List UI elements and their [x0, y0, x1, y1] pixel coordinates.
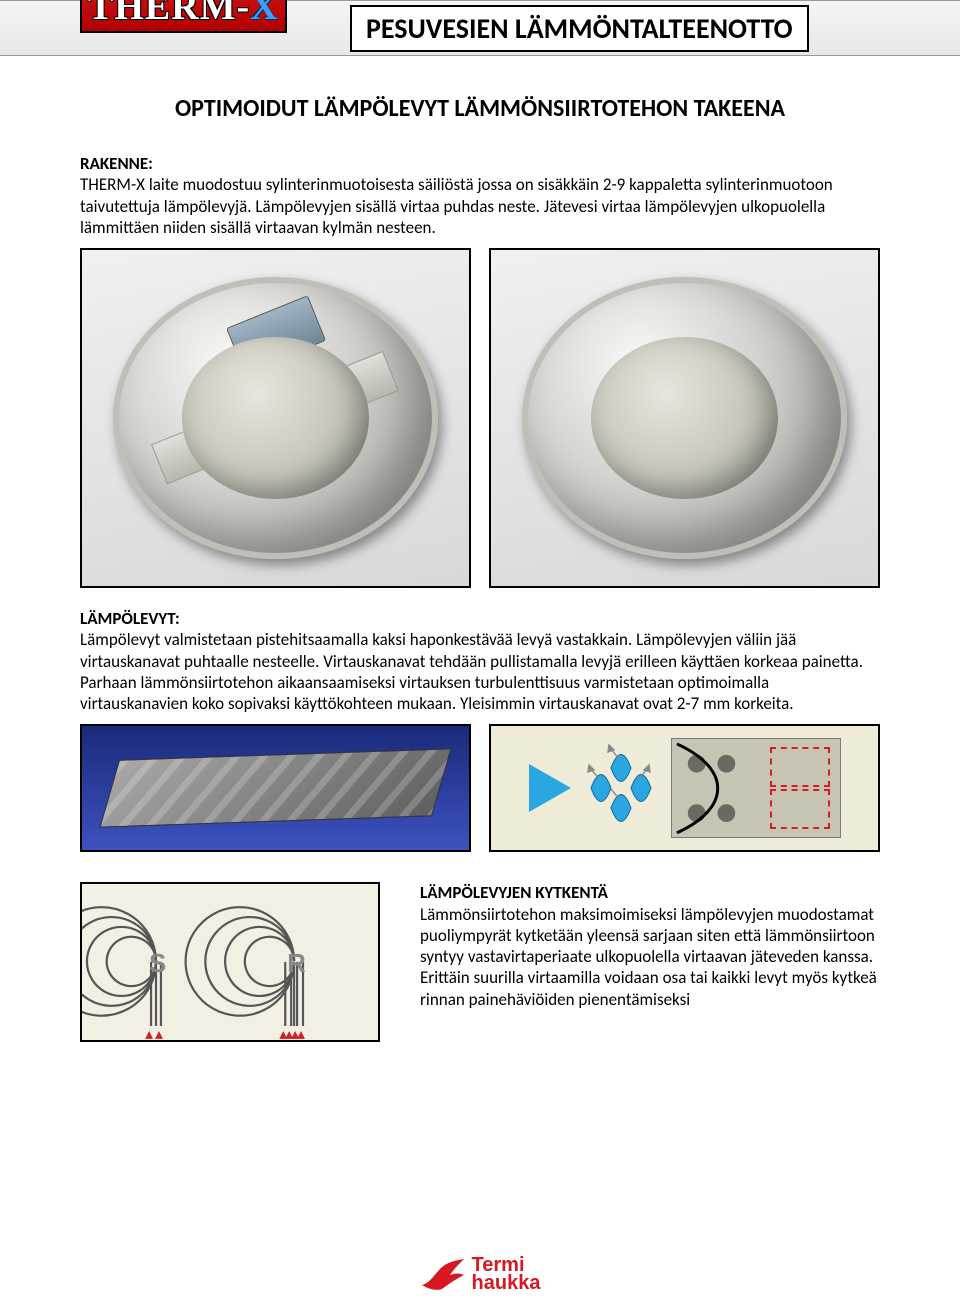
footer-brand-line2: haukka: [472, 1274, 541, 1292]
channel-crosssection: [581, 741, 661, 836]
section-rakenne: RAKENNE: THERM-X laite muodostuu sylinte…: [80, 153, 880, 238]
flow-channel-image: [489, 724, 880, 852]
plate-sheet-illustration: [99, 748, 451, 828]
section2-body: Lämpölevyt valmistetaan pistehitsaamalla…: [80, 629, 863, 714]
drum-illustration-2: [522, 277, 847, 559]
termihaukka-logo: Termi haukka: [420, 1255, 541, 1293]
footer-logo: Termi haukka: [0, 1255, 960, 1293]
section3-body: Lämmönsiirtotehon maksimoimiseksi lämpöl…: [420, 904, 877, 1010]
drum-photo-left: [80, 248, 471, 588]
content-area: OPTIMOIDUT LÄMPÖLEVYT LÄMMÖNSIIRTOTEHON …: [0, 56, 960, 1042]
drum-illustration-1: [113, 277, 438, 559]
flow-arrow-icon: [529, 764, 571, 812]
plate-diagram-row: [80, 724, 880, 852]
plate-sheet-image: [80, 724, 471, 852]
flow-diagram: [491, 726, 878, 850]
logo-text-x: X: [250, 0, 278, 28]
section3-heading: LÄMPÖLEVYJEN KYTKENTÄ: [420, 882, 608, 903]
plate-surface-detail: [671, 738, 841, 838]
subtitle: OPTIMOIDUT LÄMPÖLEVYT LÄMMÖNSIIRTOTEHON …: [80, 94, 880, 123]
logo-text-main: THERM-: [88, 0, 250, 28]
sr-connection-diagram: S R: [80, 882, 380, 1042]
bird-icon: [420, 1255, 466, 1293]
page-title: PESUVESIEN LÄMMÖNTALTEENOTTO: [366, 11, 793, 46]
drum-photo-row: [80, 248, 880, 588]
drum-photo-right: [489, 248, 880, 588]
page-title-box: PESUVESIEN LÄMMÖNTALTEENOTTO: [350, 5, 809, 52]
section-kytkenta: LÄMPÖLEVYJEN KYTKENTÄ Lämmönsiirtotehon …: [420, 882, 880, 1018]
section1-heading: RAKENNE:: [80, 153, 153, 174]
connection-row: S R LÄMPÖLEVYJEN KYTKENTÄ Lämmönsiirtote…: [80, 882, 880, 1042]
s-label: S: [149, 950, 166, 978]
header-band: THERM-X PESUVESIEN LÄMMÖNTALTEENOTTO: [0, 0, 960, 56]
brand-logo: THERM-X: [80, 0, 287, 33]
section-lampolevyt: LÄMPÖLEVYT: Lämpölevyt valmistetaan pist…: [80, 608, 880, 714]
section1-body: THERM-X laite muodostuu sylinterinmuotoi…: [80, 174, 833, 238]
section2-heading: LÄMPÖLEVYT:: [80, 608, 180, 629]
r-label: R: [287, 950, 306, 978]
